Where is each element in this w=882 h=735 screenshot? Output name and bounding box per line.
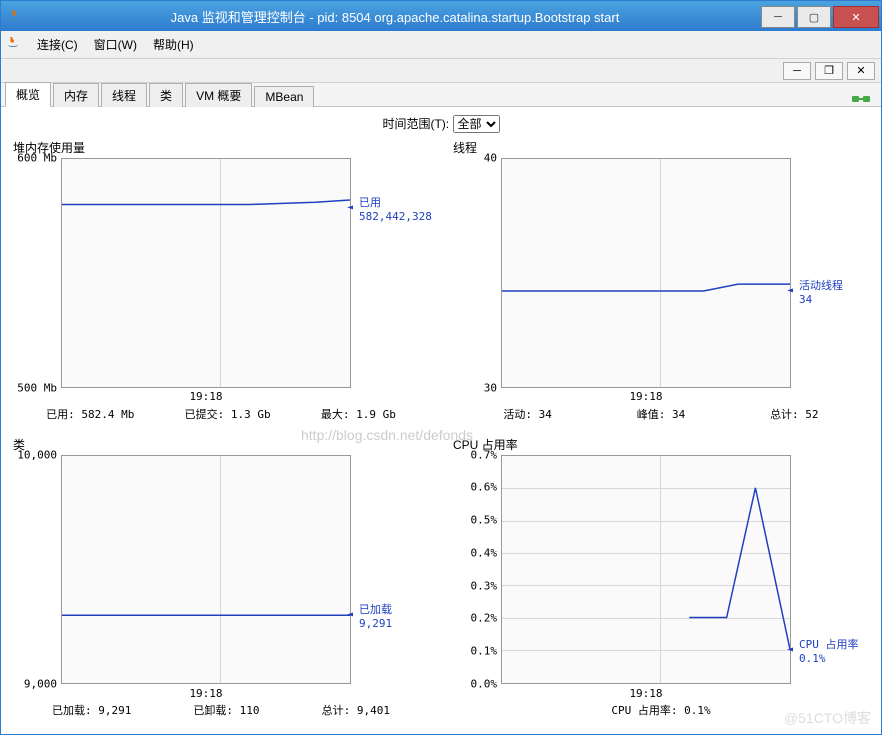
tab-classes[interactable]: 类 — [149, 83, 183, 107]
stat-item: 最大: 1.9 Gb — [321, 406, 396, 426]
y-tick: 500 Mb — [17, 381, 57, 394]
legend-name: CPU 占用率 — [799, 636, 859, 652]
stat-item: CPU 占用率: 0.1% — [611, 702, 710, 722]
legend-name: 已加载 — [359, 601, 392, 617]
panel-title: CPU 占用率 — [451, 436, 871, 453]
minimize-button[interactable]: ─ — [761, 6, 795, 28]
x-tick: 19:18 — [61, 684, 351, 702]
panel-threads: 线程3040◄活动线程3419:18活动: 34峰值: 34总计: 52 — [451, 139, 871, 426]
inner-close-button[interactable]: ✕ — [847, 62, 875, 80]
inner-restore-button[interactable]: ❐ — [815, 62, 843, 80]
legend-value: 9,291 — [359, 617, 392, 630]
stat-item: 已卸载: 110 — [193, 702, 259, 722]
stat-item: 峰值: 34 — [637, 406, 686, 426]
stat-item: 已加载: 9,291 — [52, 702, 131, 722]
y-tick: 0.6% — [471, 481, 498, 494]
y-tick: 10,000 — [17, 448, 57, 461]
chart-plot — [61, 455, 351, 685]
tab-memory[interactable]: 内存 — [53, 83, 99, 107]
menubar: 连接(C) 窗口(W) 帮助(H) — [1, 31, 881, 59]
stat-item: 已提交: 1.3 Gb — [185, 406, 271, 426]
tab-vmsummary[interactable]: VM 概要 — [185, 83, 252, 107]
chart-plot — [501, 455, 791, 685]
x-tick: 19:18 — [61, 388, 351, 406]
window-title: Java 监视和管理控制台 - pid: 8504 org.apache.cat… — [29, 7, 761, 26]
panel-classes: 类9,00010,000◄已加载9,29119:18已加载: 9,291已卸载:… — [11, 436, 431, 723]
legend-value: 34 — [799, 293, 843, 306]
close-button[interactable]: ✕ — [833, 6, 879, 28]
stat-item: 活动: 34 — [503, 406, 552, 426]
panel-title: 类 — [11, 436, 431, 453]
menu-connect[interactable]: 连接(C) — [29, 34, 86, 55]
chart-plot — [61, 158, 351, 388]
watermark-2: @51CTO博客 — [784, 708, 871, 728]
stat-item: 总计: 52 — [770, 406, 819, 426]
y-tick: 0.7% — [471, 448, 498, 461]
timerange-select[interactable]: 全部 — [453, 115, 500, 133]
y-tick: 600 Mb — [17, 152, 57, 165]
timerange-label: 时间范围(T): — [382, 117, 449, 131]
titlebar: Java 监视和管理控制台 - pid: 8504 org.apache.cat… — [1, 1, 881, 31]
x-tick: 19:18 — [501, 388, 791, 406]
y-tick: 0.5% — [471, 514, 498, 527]
stat-item: 已用: 582.4 Mb — [46, 406, 134, 426]
stat-item: 总计: 9,401 — [322, 702, 390, 722]
y-tick: 0.3% — [471, 579, 498, 592]
maximize-button[interactable]: ▢ — [797, 6, 831, 28]
y-tick: 0.0% — [471, 678, 498, 691]
panel-cpu: CPU 占用率0.0%0.1%0.2%0.3%0.4%0.5%0.6%0.7%◄… — [451, 436, 871, 723]
menu-help[interactable]: 帮助(H) — [145, 34, 202, 55]
panel-title: 堆内存使用量 — [11, 139, 431, 156]
inner-minimize-button[interactable]: ─ — [783, 62, 811, 80]
tabbar: 概览 内存 线程 类 VM 概要 MBean — [1, 83, 881, 107]
java-icon — [5, 35, 23, 54]
y-tick: 0.1% — [471, 645, 498, 658]
menu-window[interactable]: 窗口(W) — [86, 34, 145, 55]
panel-heap: 堆内存使用量500 Mb600 Mb◄已用582,442,32819:18已用:… — [11, 139, 431, 426]
legend-value: 582,442,328 — [359, 210, 432, 223]
connected-icon — [851, 92, 871, 106]
legend-value: 0.1% — [799, 652, 859, 665]
y-tick: 9,000 — [24, 678, 57, 691]
timerange-row: 时间范围(T): 全部 — [11, 115, 871, 133]
tab-overview[interactable]: 概览 — [5, 82, 51, 107]
y-tick: 40 — [484, 152, 497, 165]
legend-name: 活动线程 — [799, 277, 843, 293]
panel-title: 线程 — [451, 139, 871, 156]
java-icon — [1, 8, 29, 24]
inner-window-controls: ─ ❐ ✕ — [1, 59, 881, 83]
y-tick: 30 — [484, 381, 497, 394]
y-tick: 0.4% — [471, 546, 498, 559]
x-tick: 19:18 — [501, 684, 791, 702]
legend-name: 已用 — [359, 194, 432, 210]
tab-threads[interactable]: 线程 — [101, 83, 147, 107]
y-tick: 0.2% — [471, 612, 498, 625]
tab-mbean[interactable]: MBean — [254, 86, 314, 107]
chart-plot — [501, 158, 791, 388]
